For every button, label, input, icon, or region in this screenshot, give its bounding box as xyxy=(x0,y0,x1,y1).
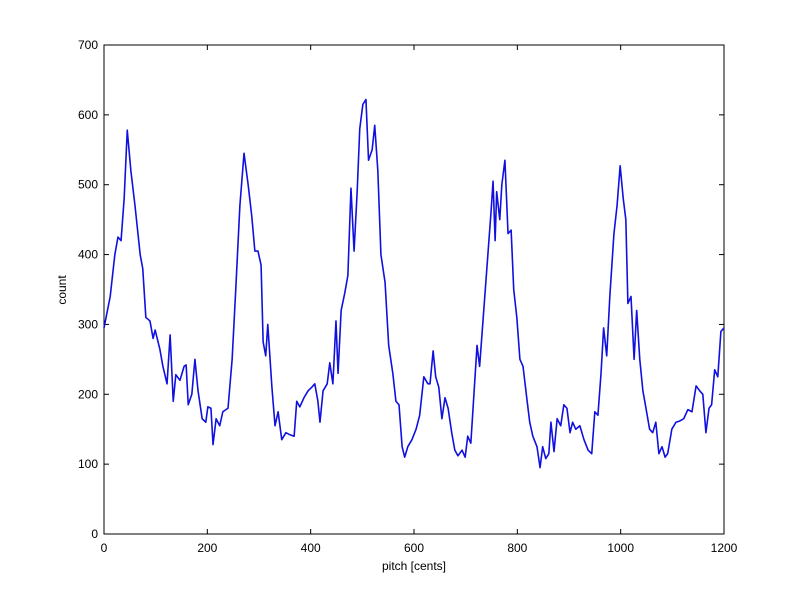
y-tick-label: 300 xyxy=(78,317,98,331)
x-axis-label: pitch [cents] xyxy=(382,559,446,573)
y-tick-label: 400 xyxy=(78,248,98,262)
y-tick-label: 600 xyxy=(78,108,98,122)
y-tick-label: 700 xyxy=(78,38,98,52)
y-tick-label: 500 xyxy=(78,178,98,192)
x-tick-label: 800 xyxy=(507,541,527,555)
x-tick-label: 200 xyxy=(197,541,217,555)
y-tick-label: 100 xyxy=(78,457,98,471)
x-tick-label: 400 xyxy=(301,541,321,555)
x-tick-label: 600 xyxy=(404,541,424,555)
y-tick-label: 200 xyxy=(78,387,98,401)
x-tick-label: 1000 xyxy=(607,541,634,555)
y-axis-label: count xyxy=(55,275,69,305)
data-line xyxy=(103,98,725,469)
plot-area xyxy=(103,44,725,535)
y-tick-label: 0 xyxy=(91,527,98,541)
x-tick-label: 1200 xyxy=(711,541,738,555)
x-tick-label: 0 xyxy=(101,541,108,555)
